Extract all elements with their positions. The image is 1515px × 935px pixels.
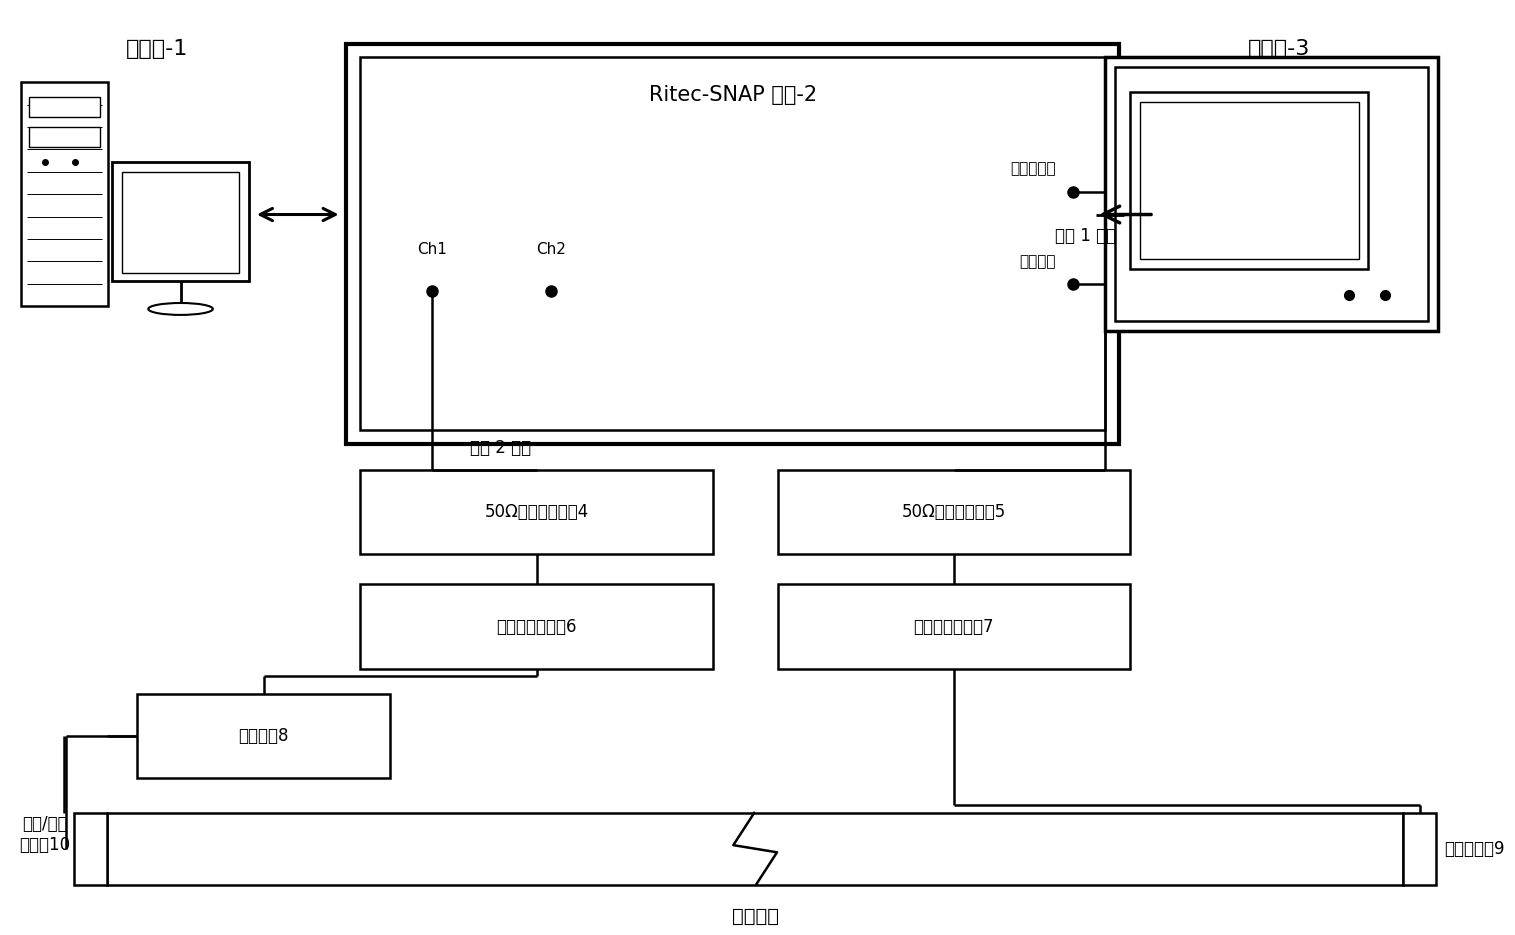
Text: 输出 2 通道: 输出 2 通道 bbox=[470, 439, 530, 457]
Text: 50Ω固定负载二－5: 50Ω固定负载二－5 bbox=[901, 503, 1006, 521]
Bar bbox=[136, 694, 391, 778]
Ellipse shape bbox=[148, 303, 212, 315]
Bar bbox=[1403, 813, 1436, 885]
Text: 激励探头－9: 激励探头－9 bbox=[1444, 840, 1504, 857]
Bar bbox=[361, 57, 1106, 430]
Bar bbox=[361, 470, 714, 554]
Text: Ch1: Ch1 bbox=[417, 242, 447, 257]
Text: 可调衰减器二－7: 可调衰减器二－7 bbox=[914, 617, 994, 636]
Text: Ritec-SNAP 系统-2: Ritec-SNAP 系统-2 bbox=[648, 85, 817, 106]
Text: 待测试件: 待测试件 bbox=[732, 907, 779, 926]
Text: 示波器-3: 示波器-3 bbox=[1248, 39, 1310, 60]
Bar bbox=[1106, 57, 1438, 331]
Text: 可调衰减器一－6: 可调衰减器一－6 bbox=[497, 617, 577, 636]
Bar bbox=[1115, 67, 1429, 321]
Text: 双工器－8: 双工器－8 bbox=[238, 726, 289, 745]
Bar bbox=[21, 82, 108, 306]
Bar bbox=[361, 584, 714, 669]
Text: 大功率射频: 大功率射频 bbox=[1011, 161, 1056, 177]
Bar bbox=[1141, 102, 1359, 259]
Bar bbox=[777, 470, 1130, 554]
Bar bbox=[108, 813, 1403, 885]
Text: 输出 1 通道: 输出 1 通道 bbox=[1054, 227, 1117, 245]
Bar bbox=[1130, 93, 1368, 269]
Bar bbox=[29, 97, 100, 117]
Bar bbox=[347, 44, 1120, 444]
Text: 50Ω固定负载一－4: 50Ω固定负载一－4 bbox=[485, 503, 589, 521]
Bar bbox=[29, 127, 100, 147]
Bar bbox=[777, 584, 1130, 669]
Text: 激励/接收
探头－10: 激励/接收 探头－10 bbox=[18, 815, 70, 855]
Bar bbox=[123, 172, 239, 273]
Text: 计算机-1: 计算机-1 bbox=[126, 39, 188, 60]
Bar bbox=[112, 162, 248, 281]
Text: Ch2: Ch2 bbox=[536, 242, 567, 257]
Text: 脉冲输出: 脉冲输出 bbox=[1020, 253, 1056, 268]
Bar bbox=[74, 813, 108, 885]
